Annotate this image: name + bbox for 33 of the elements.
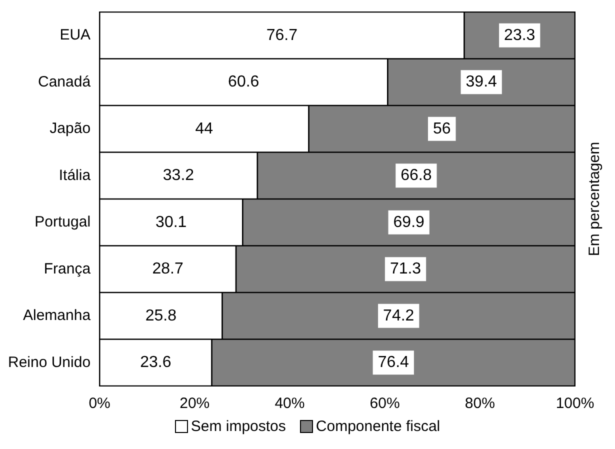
y-tick-label: Portugal [34, 214, 91, 231]
y-axis-title: Em percentagem [586, 142, 604, 256]
x-tick-label: 60% [370, 395, 400, 412]
data-label: 66.8 [400, 167, 432, 184]
data-label: 74.2 [383, 307, 414, 324]
x-tick-label: 20% [180, 395, 210, 412]
data-label: 60.6 [228, 74, 260, 91]
data-label: 23.3 [504, 26, 536, 44]
text: Componente fiscal [316, 418, 440, 435]
x-tick-label: 80% [464, 395, 495, 412]
data-label: 44 [195, 120, 214, 138]
data-label: 28.7 [152, 260, 184, 278]
data-label: 33.2 [162, 167, 194, 184]
y-tick-label: Canadá [38, 73, 92, 90]
y-tick-label: Alemanha [23, 307, 92, 324]
data-label: 25.8 [145, 307, 177, 324]
y-tick-label: EUA [60, 26, 91, 44]
y-tick-label: Japão [50, 120, 91, 138]
x-tick-label: 0% [88, 395, 110, 412]
data-label: 71.3 [390, 260, 422, 278]
x-tick-label: 40% [274, 395, 305, 412]
legend-label: Sem impostos [190, 418, 286, 435]
y-tick-label: Reino Unido [8, 354, 91, 371]
y-tick-label: Itália [58, 166, 92, 184]
y-tick-label: França [44, 260, 92, 278]
x-tick-label: 100% [556, 395, 594, 412]
data-label: 30.1 [156, 214, 187, 231]
data-label: 76.7 [266, 26, 298, 44]
data-label: 56 [432, 120, 451, 138]
data-label: 23.6 [140, 354, 172, 372]
data-label: 69.9 [393, 214, 425, 231]
data-label: 76.4 [378, 354, 410, 372]
data-label: 39.4 [466, 74, 498, 91]
